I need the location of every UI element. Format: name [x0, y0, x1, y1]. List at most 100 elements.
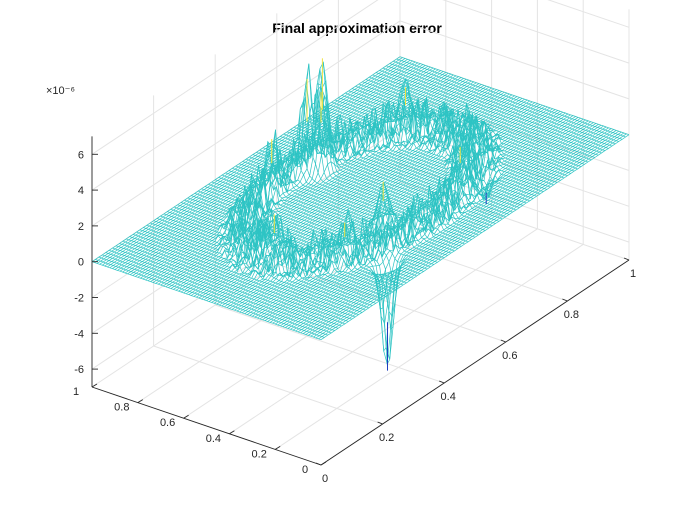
- mesh-col-line: [173, 206, 404, 286]
- mesh-col-line: [249, 96, 479, 236]
- mesh-col-line: [379, 70, 609, 149]
- x-axis-line: [320, 259, 630, 466]
- mesh-col-line: [211, 181, 441, 261]
- mesh-col-line: [204, 177, 435, 265]
- y-axis-line: [91, 386, 322, 466]
- grid-line-y-floor: [274, 243, 584, 450]
- z-tick-label: -2: [74, 293, 84, 305]
- mesh-col-line: [119, 243, 349, 322]
- mesh-col-line: [331, 78, 561, 181]
- mesh-col-line: [112, 247, 342, 327]
- mesh-col-line: [399, 56, 630, 136]
- mesh-col-line: [177, 204, 407, 284]
- mesh-col-line: [321, 102, 551, 188]
- y-tick-mark: [320, 461, 327, 466]
- x-tick-label: 0: [322, 473, 328, 485]
- mesh-col-line: [105, 252, 335, 331]
- mesh-col-line: [389, 63, 619, 142]
- x-tick-mark: [377, 421, 383, 425]
- mesh-col-line: [334, 91, 565, 179]
- mesh-col-line: [362, 81, 592, 161]
- mesh-col-line: [242, 149, 472, 240]
- grid-line-z-back: [91, 0, 325, 155]
- y-tick-mark: [229, 430, 235, 435]
- mesh-col-line: [375, 72, 606, 151]
- x-tick-label: 0.4: [441, 391, 456, 403]
- mesh-col-line: [115, 245, 346, 325]
- mesh-col-line: [297, 124, 527, 204]
- y-tick-label: 0: [302, 464, 308, 476]
- mesh-col-line: [280, 131, 510, 215]
- z-tick-label: 2: [78, 221, 84, 233]
- grid-line-z-back: [91, 20, 401, 227]
- mesh-col-line: [156, 208, 387, 297]
- mesh-col-line: [365, 79, 595, 158]
- mesh-col-line: [283, 117, 513, 213]
- mesh-col-line: [95, 259, 325, 338]
- x-tick-label: 0.6: [502, 350, 517, 362]
- mesh-col-line: [372, 74, 602, 154]
- mesh-col-line: [338, 97, 568, 177]
- y-tick-mark: [137, 399, 144, 403]
- y-tick-mark: [91, 383, 98, 388]
- x-tick-label: 0.2: [379, 432, 394, 444]
- mesh-col-line: [269, 86, 500, 222]
- z-tick-label: -6: [74, 364, 84, 376]
- mesh-col-line: [393, 60, 623, 140]
- y-tick-label: 0.2: [252, 448, 267, 460]
- y-tick-mark: [274, 446, 281, 450]
- mesh-col-line: [180, 188, 411, 282]
- mesh-col-line: [102, 254, 332, 334]
- x-tick-mark: [500, 339, 506, 343]
- x-tick-label: 1: [630, 268, 636, 280]
- mesh-col-line: [382, 67, 613, 147]
- mesh-col-line: [184, 196, 414, 310]
- mesh-col-line: [252, 63, 482, 233]
- axis-ticks: 0 0.2 0.4 0.6 0.8 1 0 0.2 0.4 0.6 0.8 1 -6 -4 -2 0 2 4 6: [73, 149, 636, 485]
- grid-line-z-side: [442, 0, 630, 64]
- mesh-col-line: [324, 102, 554, 186]
- mesh-col-line: [290, 122, 520, 208]
- mesh-col-line: [153, 215, 383, 300]
- grid-line-z-side: [547, 0, 630, 28]
- chart-title: Final approximation error: [272, 20, 442, 36]
- mesh-col-line: [194, 192, 424, 331]
- z-axis-exponent-label: ×10⁻⁶: [46, 85, 75, 97]
- error-surface: [91, 56, 630, 371]
- y-tick-mark: [183, 414, 189, 419]
- mesh-col-line: [314, 102, 544, 192]
- mesh-col-line: [358, 83, 589, 163]
- mesh-col-line: [293, 117, 524, 206]
- grid-line-z-side: [399, 20, 630, 100]
- y-tick-label: 1: [73, 386, 79, 398]
- mesh-col-line: [386, 65, 616, 145]
- mesh-col-line: [160, 213, 390, 295]
- mesh-col-line: [245, 136, 476, 238]
- mesh-col-line: [345, 92, 575, 172]
- mesh-col-line: [187, 186, 417, 352]
- mesh-col-line: [266, 88, 496, 224]
- y-tick-label: 0.6: [160, 417, 175, 429]
- mesh-col-line: [396, 58, 626, 138]
- mesh-col-line: [122, 240, 352, 320]
- grid-line-y-floor: [229, 228, 538, 435]
- mesh-col-line: [304, 120, 534, 200]
- mesh-col-line: [317, 100, 548, 190]
- mesh-col-line: [129, 236, 359, 315]
- z-tick-label: 6: [78, 149, 84, 161]
- mesh-col-line: [91, 261, 322, 341]
- mesh-col-line: [98, 256, 328, 336]
- mesh-col-line: [369, 76, 599, 156]
- mesh-col-line: [132, 234, 363, 313]
- mesh-col-line: [191, 185, 421, 366]
- mesh-col-line: [235, 160, 465, 245]
- grid-line-z-back: [91, 0, 379, 191]
- x-tick-mark: [623, 257, 630, 261]
- x-tick-mark: [439, 380, 445, 384]
- mesh-col-line: [225, 142, 455, 252]
- mesh-col-line: [351, 88, 582, 167]
- mesh-col-line: [310, 109, 541, 197]
- y-tick-label: 0.8: [114, 402, 129, 414]
- mesh-col-line: [273, 95, 503, 220]
